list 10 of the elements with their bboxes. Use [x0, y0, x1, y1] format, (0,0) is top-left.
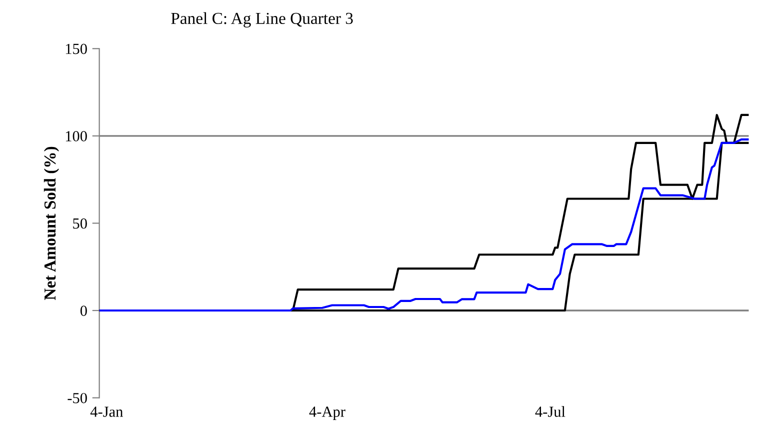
y-tick-label: 50	[73, 218, 87, 229]
x-tick-label: 4-Jul	[535, 406, 566, 417]
y-tick-label: 0	[80, 306, 87, 316]
y-tick-label: -50	[68, 392, 87, 404]
y-tick-label: 100	[66, 131, 87, 142]
x-tick-label: 4-Apr	[309, 406, 346, 420]
x-tick-label: 4-Jan	[90, 406, 123, 417]
chart-title: Panel C: Ag Line Quarter 3	[171, 12, 353, 28]
y-tick-label: 150	[66, 44, 87, 54]
y-axis-title: Net Amount Sold (%)	[44, 146, 60, 300]
